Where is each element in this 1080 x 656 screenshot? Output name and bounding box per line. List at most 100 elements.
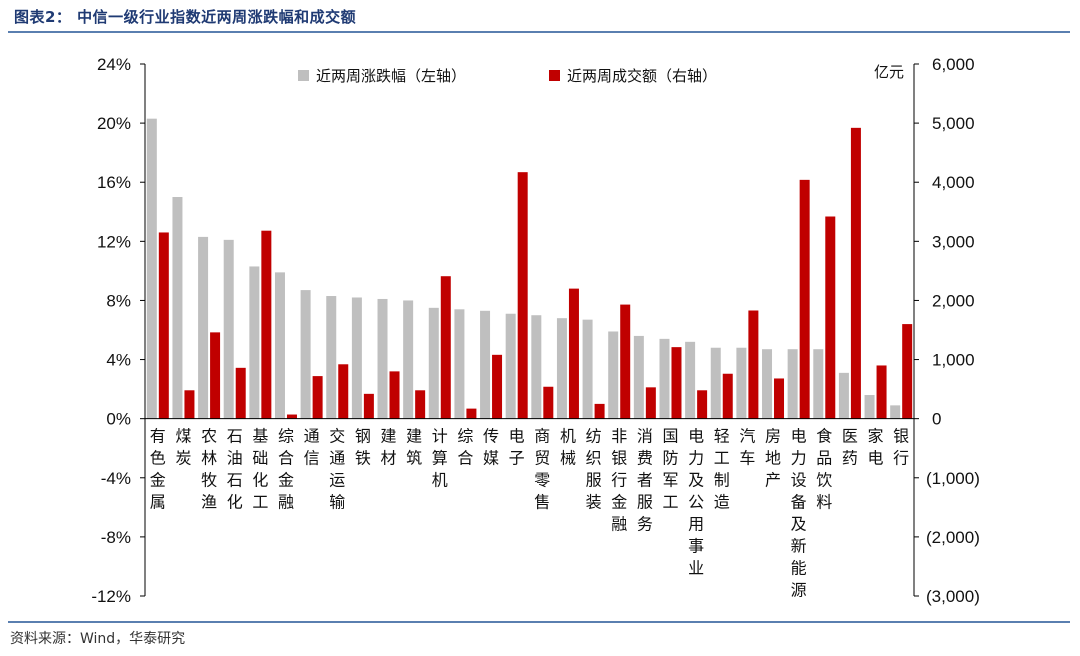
bar-turnover xyxy=(210,332,221,419)
bar-change xyxy=(198,236,209,419)
bar-turnover xyxy=(620,304,631,419)
bar-change xyxy=(403,300,414,419)
right-tick-label: (1,000) xyxy=(926,469,980,488)
bar-change xyxy=(454,309,465,419)
category-label: 传媒 xyxy=(483,427,499,468)
legend-label-change: 近两周涨跌幅（左轴） xyxy=(316,67,466,85)
left-tick-label: 20% xyxy=(97,114,131,133)
category-label: 农林牧渔 xyxy=(201,427,217,512)
category-label: 计算机 xyxy=(432,427,448,490)
category-label: 汽车 xyxy=(739,427,755,468)
bar-turnover xyxy=(697,390,708,419)
bar-turnover xyxy=(492,354,503,419)
left-tick-label: -8% xyxy=(101,528,131,547)
bar-turnover xyxy=(774,378,785,419)
category-label: 钢铁 xyxy=(355,427,371,468)
bar-change xyxy=(838,372,849,419)
bar-change xyxy=(249,266,260,419)
bar-change xyxy=(787,349,798,419)
bar-change xyxy=(864,395,875,419)
category-label: 食品饮料 xyxy=(816,427,832,512)
bar-turnover xyxy=(363,393,374,419)
bar-change xyxy=(736,347,747,419)
bar-change xyxy=(608,331,619,419)
bar-turnover xyxy=(415,390,426,419)
left-tick-label: 4% xyxy=(106,351,131,370)
bar-turnover xyxy=(517,172,528,419)
bar-change xyxy=(890,405,901,419)
left-tick-label: -12% xyxy=(91,587,131,606)
bar-turnover xyxy=(594,403,605,419)
bar-change xyxy=(274,272,285,419)
right-tick-label: (3,000) xyxy=(926,587,980,606)
bar-change xyxy=(428,307,439,419)
bar-turnover xyxy=(261,230,272,419)
top-rule xyxy=(8,31,1070,33)
bar-change xyxy=(172,197,183,419)
left-tick-label: 0% xyxy=(106,410,131,429)
right-tick-label: 6,000 xyxy=(932,55,975,74)
bar-change xyxy=(762,349,773,419)
bar-turnover xyxy=(671,347,682,419)
right-tick-label: (2,000) xyxy=(926,528,980,547)
left-tick-label: 8% xyxy=(106,291,131,310)
bar-turnover xyxy=(286,414,297,419)
category-label: 银行 xyxy=(893,427,909,468)
bar-turnover xyxy=(312,376,323,419)
category-label: 纺织服装 xyxy=(586,427,602,512)
bar-turnover xyxy=(722,373,733,419)
right-tick-label: 5,000 xyxy=(932,114,975,133)
category-label: 家电 xyxy=(868,427,884,468)
bar-change xyxy=(300,290,311,419)
bar-turnover xyxy=(902,324,913,419)
category-label: 基础化工 xyxy=(252,427,268,512)
bar-turnover xyxy=(876,365,887,419)
bar-turnover xyxy=(645,387,656,419)
bar-change xyxy=(582,319,593,419)
legend-swatch-change xyxy=(298,70,309,81)
category-label: 有色金属 xyxy=(150,427,166,512)
category-label: 电力设备及新能源 xyxy=(791,427,807,600)
bar-turnover xyxy=(338,364,349,419)
category-label: 非银行金融 xyxy=(611,427,627,534)
left-tick-label: -4% xyxy=(101,469,131,488)
category-label: 综合金融 xyxy=(278,427,294,512)
category-label: 综合 xyxy=(457,427,473,468)
category-label: 电子 xyxy=(509,427,525,468)
bar-change xyxy=(813,349,824,419)
bar-turnover xyxy=(543,386,554,419)
category-label: 机械 xyxy=(560,427,576,468)
bar-turnover xyxy=(440,276,451,419)
bar-change xyxy=(223,239,234,419)
bar-turnover xyxy=(389,371,400,419)
bottom-rule xyxy=(8,621,1070,623)
right-tick-label: 0 xyxy=(932,410,941,429)
category-label: 通信 xyxy=(304,427,320,468)
right-tick-label: 1,000 xyxy=(932,351,975,370)
bar-change xyxy=(146,118,157,419)
bar-turnover xyxy=(568,288,579,419)
bar-turnover xyxy=(748,310,759,419)
chart-title: 图表2： 中信一级行业指数近两周涨跌幅和成交额 xyxy=(14,8,357,26)
category-label: 电力及公用事业 xyxy=(688,427,704,578)
category-label: 消费者服务 xyxy=(637,427,653,534)
left-tick-label: 16% xyxy=(97,173,131,192)
legend-label-turnover: 近两周成交额（右轴） xyxy=(567,67,717,85)
bar-change xyxy=(377,298,388,419)
bar-change xyxy=(505,313,516,419)
bar-turnover xyxy=(825,216,836,419)
category-label: 房地产 xyxy=(765,427,781,490)
left-tick-label: 24% xyxy=(97,55,131,74)
right-tick-label: 4,000 xyxy=(932,173,975,192)
category-label: 交通运输 xyxy=(329,427,345,512)
left-tick-label: 12% xyxy=(97,232,131,251)
bar-change xyxy=(659,338,670,419)
bar-turnover xyxy=(799,179,810,419)
source-note: 资料来源：Wind，华泰研究 xyxy=(10,631,186,647)
category-label: 国防军工 xyxy=(662,427,678,512)
legend-swatch-turnover xyxy=(549,70,560,81)
right-tick-label: 3,000 xyxy=(932,232,975,251)
bar-change xyxy=(633,335,644,419)
bar-change xyxy=(480,310,491,419)
chart: 24% 20% 16% 12% 8% 4% 0% -4% -8% -12% 6,000 5,000 4,… xyxy=(91,55,980,606)
